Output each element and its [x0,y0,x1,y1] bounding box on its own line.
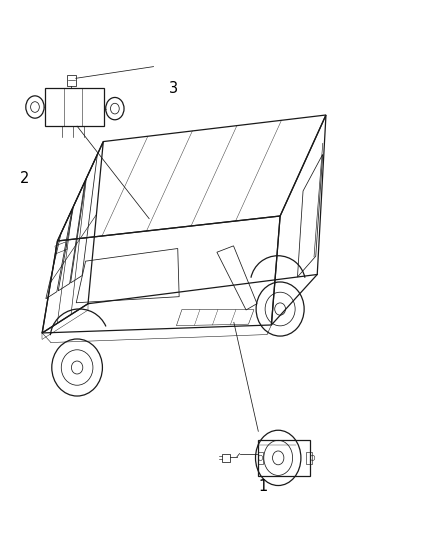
Bar [307,451,312,464]
Text: 2: 2 [20,171,29,187]
Bar [222,454,230,462]
Bar [46,88,104,126]
Text: 3: 3 [169,81,178,96]
Bar [258,451,263,464]
Text: 1: 1 [258,479,267,494]
Bar [258,440,310,476]
Bar [67,75,76,86]
